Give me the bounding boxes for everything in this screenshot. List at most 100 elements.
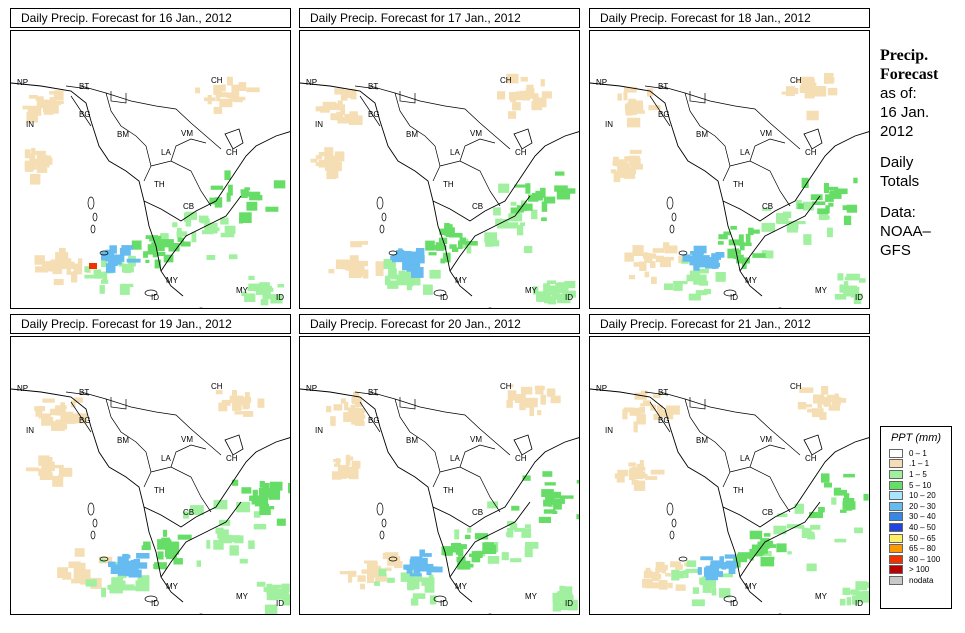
country-label: TH (154, 486, 165, 495)
precip-cell (213, 85, 222, 95)
precip-cell (516, 224, 524, 236)
precip-cell (531, 209, 538, 220)
map-outline (354, 85, 511, 207)
precip-cell (410, 267, 424, 278)
precip-cell (684, 571, 689, 578)
precip-cell (510, 558, 522, 563)
precip-cell (458, 240, 463, 249)
island-outline (379, 224, 385, 234)
precip-cell (635, 104, 644, 111)
precip-cell (454, 529, 460, 540)
precip-cell (631, 479, 639, 485)
precip-cell (512, 102, 521, 111)
precip-cell (425, 566, 438, 572)
precip-cell (520, 222, 525, 226)
precip-cell (529, 397, 538, 403)
precip-cell (50, 408, 61, 416)
precip-cell (378, 568, 387, 577)
precip-cell (651, 571, 660, 582)
sidebar-date-line2: 2012 (880, 123, 914, 140)
precip-cell (642, 578, 653, 588)
island-outline (671, 212, 677, 222)
precip-cell (405, 564, 413, 570)
country-label: BT (79, 388, 89, 397)
map-canvas: NP BT BG IN BM CH VM LA TH CB MY MY ID ID CH (590, 382, 869, 614)
legend-entry: 80 – 100 (889, 554, 951, 565)
precip-cell (402, 273, 407, 279)
precip-cell (240, 191, 248, 198)
precip-cell (76, 569, 85, 576)
precip-cell (853, 296, 862, 304)
precip-cell (315, 162, 324, 166)
country-label: CB (472, 508, 483, 517)
precip-cell (682, 254, 691, 262)
precip-cell (196, 560, 201, 567)
precip-cell (529, 398, 538, 408)
precip-cell (238, 82, 247, 91)
precip-cell (501, 552, 509, 561)
precip-cell (318, 152, 326, 157)
country-label: NP (596, 78, 607, 87)
precip-cell (84, 274, 98, 279)
precip-cell (269, 481, 283, 491)
precip-cell (350, 241, 362, 248)
precip-cell (738, 242, 752, 247)
precip-cell (721, 562, 727, 570)
precip-cell (520, 386, 533, 395)
precip-cell (362, 269, 369, 279)
precip-cell (248, 540, 255, 549)
precip-cell (818, 507, 825, 513)
precip-cell (231, 84, 240, 94)
precip-cell (639, 460, 644, 469)
island-outline (144, 595, 158, 603)
precip-cell (443, 252, 451, 263)
panel-title: Daily Precip. Forecast for 18 Jan., 2012 (589, 8, 870, 28)
precip-cell (324, 147, 334, 159)
precip-cell (216, 94, 221, 102)
precip-cell (540, 187, 546, 198)
precip-cell (840, 509, 847, 513)
precip-cell (519, 400, 526, 411)
precip-cell (773, 525, 787, 535)
precip-cell (807, 534, 816, 540)
precip-cell (520, 76, 528, 82)
precip-cell (541, 91, 552, 99)
map-canvas: NP BT BG IN BM CH VM LA TH CB MY MY ID ID CH (590, 72, 869, 308)
precip-cell (733, 557, 748, 563)
precip-cell (629, 107, 637, 116)
precip-cell (843, 473, 855, 478)
forecast-panel-4: Daily Precip. Forecast for 19 Jan., 2012… (10, 314, 291, 615)
precip-cell (405, 264, 417, 269)
country-label: BT (658, 388, 668, 397)
precip-cell (382, 552, 392, 560)
map-outline (644, 391, 801, 513)
precip-cell (854, 592, 868, 596)
precip-cell (525, 541, 539, 549)
precip-cell (819, 412, 827, 420)
precip-cell (661, 567, 666, 574)
precip-cell (73, 573, 80, 580)
precip-cell (506, 399, 513, 408)
precip-map: NP BT BG IN BM CH VM LA TH CB MY MY ID ID CH (589, 336, 870, 615)
precip-cell (286, 594, 290, 602)
precip-cell (789, 87, 799, 95)
precip-cell (67, 271, 75, 275)
sidebar-asof: as of: (880, 85, 917, 102)
precip-cell (334, 103, 342, 109)
precip-cell (828, 202, 834, 207)
precip-cell (655, 567, 662, 573)
country-label: IN (605, 120, 613, 129)
precip-cell (787, 551, 792, 555)
precip-cell (482, 544, 497, 554)
precip-cell (141, 545, 151, 551)
sidebar-totals-line1: Daily (880, 154, 914, 171)
forecast-panel-5: Daily Precip. Forecast for 20 Jan., 2012… (299, 314, 580, 615)
precip-cell (375, 573, 388, 582)
precip-cell (828, 405, 841, 411)
precip-cell (344, 401, 349, 411)
precip-cell (111, 254, 125, 262)
precip-cell (532, 97, 547, 108)
precip-cell (428, 574, 434, 586)
legend-swatch (889, 512, 903, 522)
precip-cell (270, 294, 283, 304)
